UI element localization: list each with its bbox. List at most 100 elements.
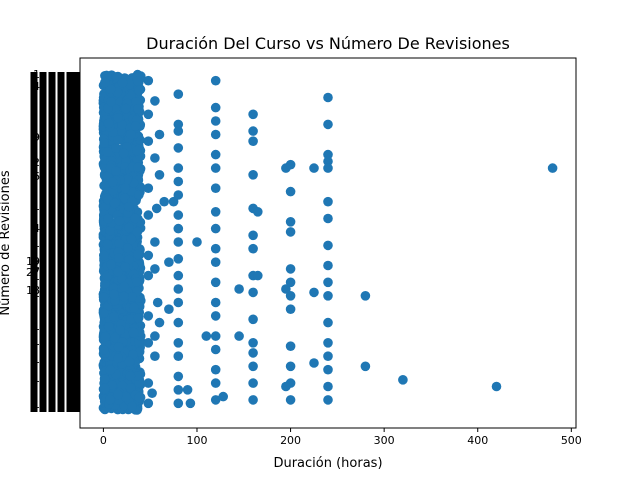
data-point [132, 226, 143, 237]
data-point [125, 383, 136, 394]
data-point [127, 292, 137, 302]
data-point [102, 239, 113, 250]
data-point [99, 383, 110, 394]
data-point [285, 227, 296, 237]
data-point [248, 126, 258, 136]
x-axis-label: Duración (horas) [273, 456, 382, 471]
data-point [115, 325, 125, 335]
data-point [323, 163, 333, 173]
data-point [285, 291, 296, 301]
data-point [143, 398, 154, 409]
y-tick-label: 2 [33, 258, 40, 271]
data-point [201, 331, 212, 341]
data-point [125, 129, 136, 140]
data-point [285, 159, 296, 170]
data-point [285, 217, 296, 227]
data-point [108, 177, 118, 187]
y-tick-label: 4 [33, 222, 40, 235]
data-point [152, 297, 163, 308]
data-point [103, 213, 113, 224]
data-point [154, 129, 165, 140]
data-point [210, 116, 221, 126]
data-point [173, 351, 184, 362]
data-point [99, 138, 109, 148]
data-point [323, 149, 333, 160]
data-point [281, 381, 291, 392]
data-point [150, 331, 160, 341]
data-point [323, 196, 333, 207]
data-point [248, 348, 258, 358]
data-point [120, 262, 131, 272]
data-point [143, 75, 154, 86]
data-point [210, 75, 221, 86]
data-point [210, 297, 221, 308]
y-tick-label: 6 [33, 170, 40, 183]
data-point [398, 375, 408, 385]
data-point [120, 391, 131, 402]
data-point [132, 249, 143, 260]
y-axis-label: Número de Revisiones [0, 170, 13, 315]
data-point [281, 284, 291, 294]
data-point [143, 250, 154, 261]
data-point [109, 289, 119, 300]
data-point [210, 364, 221, 375]
data-point [173, 371, 184, 382]
data-point [151, 203, 162, 214]
data-point [103, 321, 114, 332]
data-point [133, 76, 143, 86]
data-point [173, 89, 184, 99]
y-tick-label-overlap [48, 72, 56, 412]
data-point [103, 118, 114, 129]
data-point [323, 351, 333, 362]
data-point [210, 163, 221, 173]
data-point [210, 207, 221, 217]
y-tick-label: 9 [33, 131, 40, 144]
data-point [132, 277, 142, 287]
data-point [173, 223, 184, 234]
data-point [128, 327, 139, 338]
data-point [323, 260, 333, 271]
chart-title: Duración Del Curso vs Número De Revision… [146, 34, 510, 53]
data-point [323, 317, 333, 328]
data-point [210, 311, 221, 321]
data-point [124, 222, 134, 233]
data-point [113, 389, 123, 400]
data-point [99, 374, 110, 384]
data-point [99, 308, 109, 319]
data-point [118, 148, 129, 159]
data-point [173, 338, 184, 348]
y-tick-label: 19 [26, 255, 40, 268]
data-point [360, 361, 371, 372]
data-point [130, 213, 140, 224]
data-point [129, 302, 139, 313]
data-point [323, 395, 333, 405]
data-point [173, 270, 184, 281]
y-tick-label: 1 [33, 237, 40, 250]
y-tick-label: 1 [33, 270, 40, 283]
data-point [248, 170, 258, 180]
data-point [117, 120, 127, 130]
data-point [100, 77, 110, 88]
y-tick-label: 2 [33, 156, 40, 169]
data-point [173, 190, 184, 200]
data-point [210, 257, 221, 268]
data-point [143, 270, 154, 281]
data-point [143, 311, 154, 321]
data-point [309, 358, 319, 368]
data-point [285, 395, 296, 405]
data-point [159, 196, 169, 207]
data-point [105, 84, 116, 94]
data-point [285, 186, 296, 197]
data-point [192, 237, 202, 247]
data-point [143, 109, 154, 120]
data-point [323, 291, 333, 301]
data-point [210, 223, 221, 234]
data-point [119, 281, 130, 292]
data-point [150, 264, 160, 274]
data-point [210, 378, 221, 388]
data-point [124, 356, 135, 367]
data-point [133, 104, 143, 114]
x-axis-ticks: 0 100 200 300 400 500 [100, 428, 582, 447]
